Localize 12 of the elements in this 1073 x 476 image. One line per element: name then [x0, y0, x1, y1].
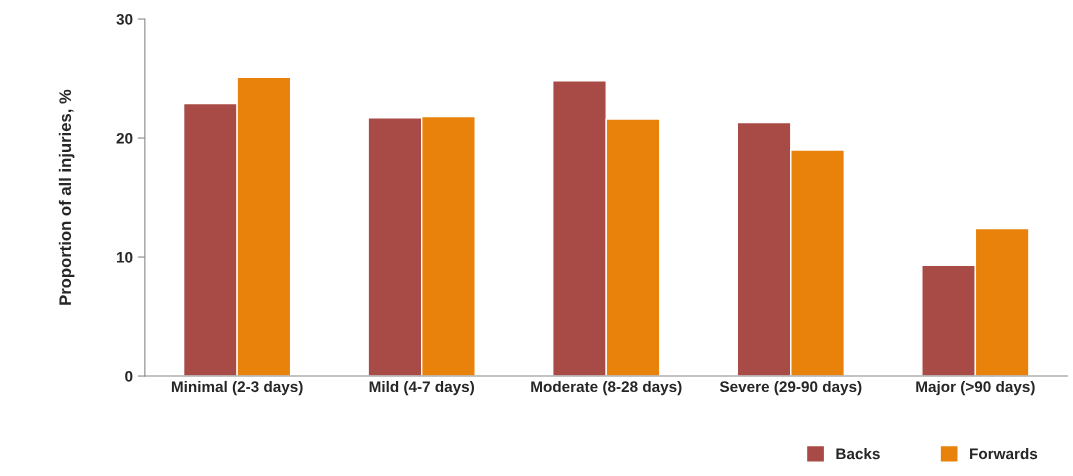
x-tick-label: Mild (4-7 days)	[369, 380, 474, 396]
y-tick-label: 10	[117, 251, 133, 263]
y-tick-label: 20	[116, 132, 133, 144]
legend-label: Backs	[836, 448, 880, 460]
y-tick-label: 30	[116, 13, 133, 25]
x-tick-label: Major (>90 days)	[916, 380, 1035, 396]
y-tick-label: 0	[125, 370, 133, 382]
y-axis-title: Proportion of all injuries, %	[58, 89, 75, 305]
x-tick-label: Moderate (8-28 days)	[531, 380, 682, 396]
x-tick-label: Minimal (2-3 days)	[171, 380, 303, 396]
legend-label: Forwards	[970, 448, 1038, 460]
x-tick-label: Severe (29-90 days)	[719, 380, 862, 396]
